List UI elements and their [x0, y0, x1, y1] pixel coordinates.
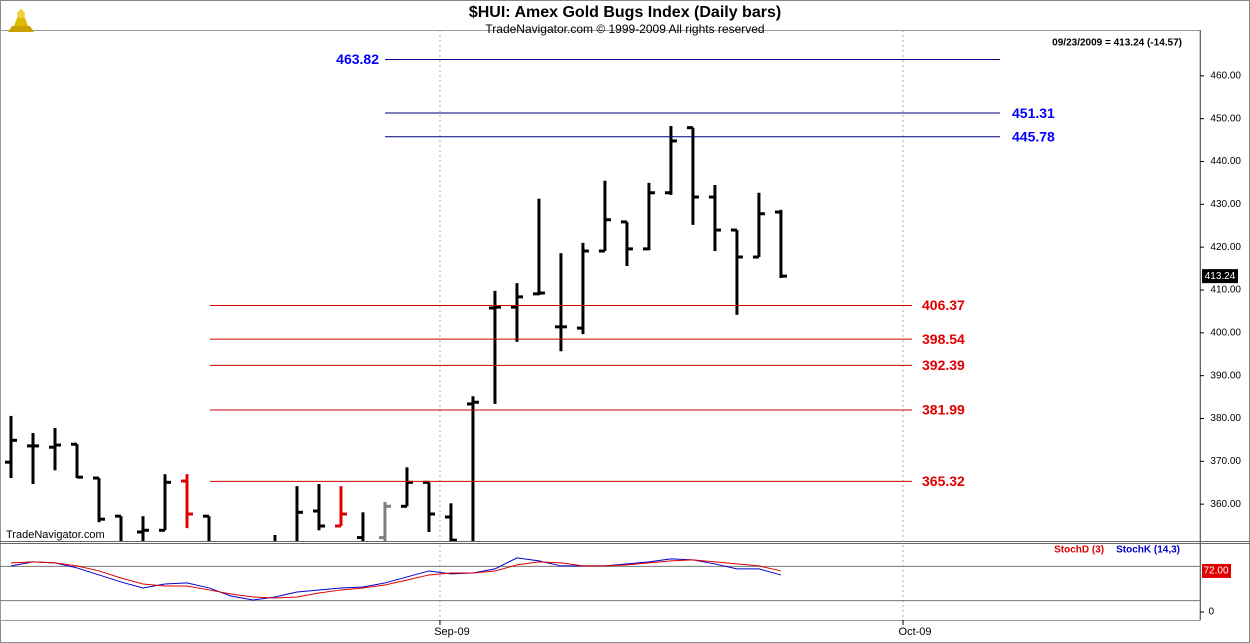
y-tick-label: 370.00 — [1210, 456, 1241, 467]
level-label: 406.37 — [922, 297, 965, 313]
level-label: 381.99 — [922, 402, 965, 418]
level-label: 451.31 — [1012, 105, 1055, 121]
last-price-box — [1202, 269, 1238, 284]
y-tick-label: 440.00 — [1210, 156, 1241, 167]
chart-title: $HUI: Amex Gold Bugs Index (Daily bars) — [469, 4, 781, 21]
y-tick-label: 390.00 — [1210, 370, 1241, 381]
watermark: TradeNavigator.com — [6, 529, 105, 541]
last-price-label: 413.24 — [1205, 271, 1236, 282]
y-tick-label: 460.00 — [1210, 70, 1241, 81]
x-tick-label: Oct-09 — [899, 626, 932, 638]
y-tick-label: 360.00 — [1210, 499, 1241, 510]
legend-entry: StochD (3) — [1054, 545, 1104, 556]
legend-entry: StochK (14,3) — [1116, 545, 1180, 556]
line-series — [10, 557, 782, 601]
y-tick-label: 430.00 — [1210, 199, 1241, 210]
plot-area — [0, 557, 1200, 602]
logo — [8, 8, 34, 32]
info-text: 09/23/2009 = 413.24 (-14.57) — [1052, 38, 1182, 49]
level-label: 392.39 — [922, 357, 965, 373]
y-tick-label: 410.00 — [1210, 285, 1241, 296]
y-tick-label: 380.00 — [1210, 413, 1241, 424]
plot-area — [4, 125, 787, 541]
line-series — [10, 559, 782, 599]
y-tick-label: 0 — [1208, 607, 1214, 618]
last-value-box — [1202, 563, 1231, 578]
level-label: 365.32 — [922, 473, 965, 489]
y-tick-label: 400.00 — [1210, 327, 1241, 338]
y-tick-label: 420.00 — [1210, 242, 1241, 253]
level-label: 398.54 — [922, 331, 965, 347]
last-value-label: 72.00 — [1203, 566, 1228, 577]
level-label: 445.78 — [1012, 128, 1055, 144]
chart-subtitle: TradeNavigator.com © 1999-2009 All right… — [485, 22, 764, 36]
x-tick-label: Sep-09 — [434, 626, 469, 638]
y-tick-label: 450.00 — [1210, 113, 1241, 124]
level-label: 463.82 — [336, 51, 379, 67]
